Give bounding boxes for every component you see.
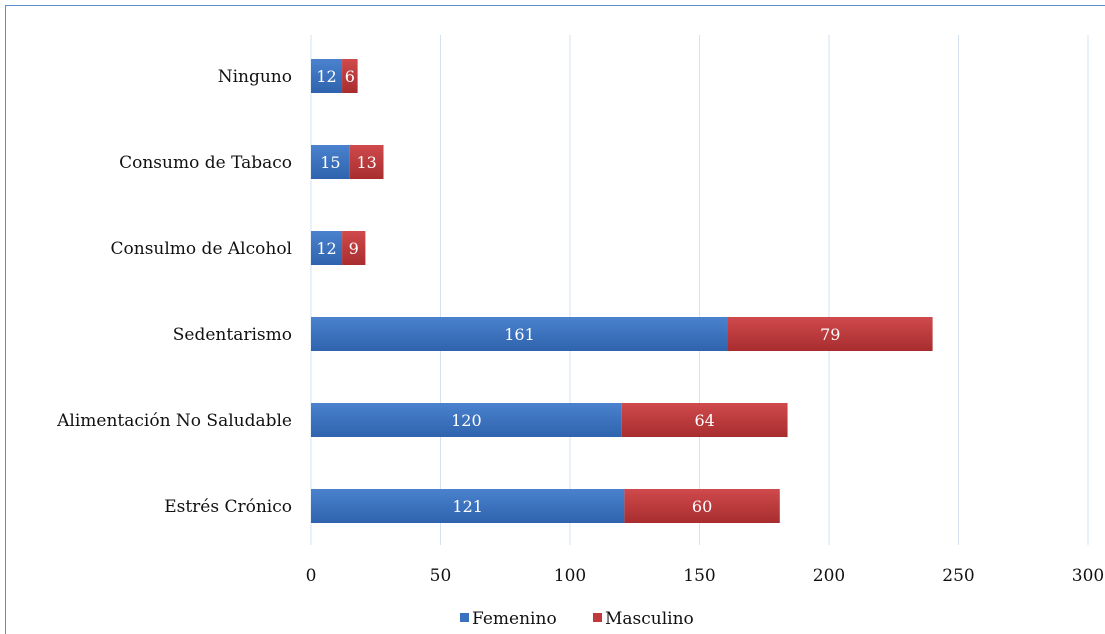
legend-swatch-femenino [460, 613, 469, 622]
legend-label-femenino: Femenino [472, 609, 557, 629]
bar-femenino-0 [311, 59, 343, 93]
x-tick-label: 150 [683, 566, 715, 586]
x-tick-label: 100 [554, 566, 586, 586]
bars: 12 6 15 13 12 9 161 79 120 64 121 60 [311, 59, 933, 523]
data-label: 12 [316, 239, 336, 258]
chart-frame [5, 5, 1105, 634]
grid-lines [310, 35, 1089, 545]
x-tick-label: 250 [942, 566, 974, 586]
category-label: Sedentarismo [173, 325, 292, 345]
data-label: 12 [316, 67, 336, 86]
data-label: 121 [452, 497, 483, 516]
legend: Femenino Masculino [460, 609, 694, 629]
data-label: 120 [451, 411, 482, 430]
data-label: 64 [695, 411, 715, 430]
legend-label-masculino: Masculino [605, 609, 694, 629]
bar-femenino-5 [311, 489, 625, 523]
bar-femenino-2 [311, 231, 343, 265]
category-label: Consulmo de Alcohol [111, 239, 293, 259]
category-label: Alimentación No Saludable [56, 411, 292, 431]
x-tick-label: 200 [813, 566, 845, 586]
data-label: 9 [349, 239, 359, 258]
category-label: Estrés Crónico [164, 497, 292, 517]
data-label: 161 [504, 325, 535, 344]
bar-femenino-1 [311, 145, 350, 179]
x-tick-labels: 0 50 100 150 200 250 300 [306, 566, 1105, 586]
x-tick-label: 300 [1072, 566, 1104, 586]
bar-femenino-4 [311, 403, 622, 437]
bar-masculino-5 [624, 489, 780, 523]
bar-masculino-3 [727, 317, 933, 351]
category-label: Consumo de Tabaco [119, 153, 292, 173]
legend-swatch-masculino [593, 613, 602, 622]
bar-masculino-4 [621, 403, 788, 437]
data-label: 79 [820, 325, 840, 344]
category-labels: Ninguno Consumo de Tabaco Consulmo de Alco… [56, 67, 292, 517]
data-label: 15 [320, 153, 340, 172]
x-tick-label: 50 [430, 566, 452, 586]
x-tick-label: 0 [306, 566, 317, 586]
category-label: Ninguno [218, 67, 292, 87]
bar-femenino-3 [311, 317, 728, 351]
data-label: 60 [692, 497, 712, 516]
bar-masculino-2 [342, 231, 366, 265]
bar-masculino-0 [342, 59, 358, 93]
data-label: 6 [345, 67, 355, 86]
bar-masculino-1 [349, 145, 384, 179]
data-label: 13 [357, 153, 377, 172]
